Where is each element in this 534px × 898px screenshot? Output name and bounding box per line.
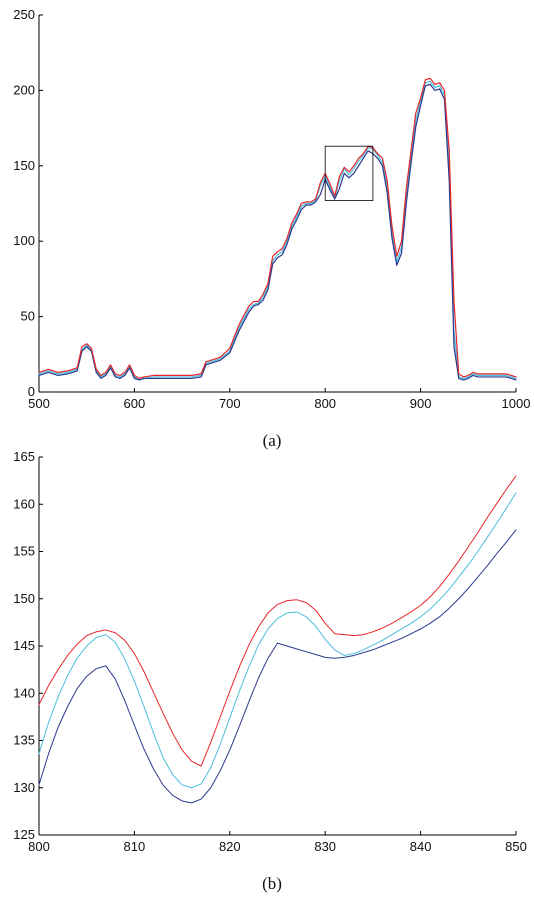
y-tick-label: 135 [13, 733, 35, 748]
series-line [38, 80, 517, 381]
x-tick-label: 820 [219, 839, 241, 854]
y-tick-label: 50 [21, 309, 35, 324]
x-tick-label: 800 [314, 396, 336, 411]
x-tick-label: 500 [28, 396, 50, 411]
x-tick-label: 850 [505, 839, 527, 854]
y-tick-label: 150 [13, 591, 35, 606]
x-tick-label: 840 [410, 839, 432, 854]
series-line [38, 529, 517, 804]
chart-panel-b: 800 810 820 830 840 850 125 130 135 140 145 150 155 1… [13, 449, 527, 854]
y-tick-label: 0 [28, 384, 35, 399]
y-tick-label: 155 [13, 544, 35, 559]
y-tick-label: 125 [13, 827, 35, 842]
x-tick-label: 810 [124, 839, 146, 854]
y-tick-label: 145 [13, 638, 35, 653]
y-tick-label: 200 [13, 82, 35, 97]
zoom-box [324, 145, 374, 201]
series-line [38, 475, 517, 767]
series-line [38, 77, 517, 380]
y-tick-label: 160 [13, 496, 35, 511]
series-line [38, 492, 517, 789]
y-tick-label: 130 [13, 780, 35, 795]
x-tick-label: 800 [28, 839, 50, 854]
y-tick-label: 250 [13, 7, 35, 22]
chart-panel-a: 500 600 700 800 900 1000 0 50 100 150 200 250 [13, 7, 530, 411]
caption-b: (b) [262, 874, 282, 893]
x-tick-label: 1000 [502, 396, 531, 411]
y-tick-label: 100 [13, 233, 35, 248]
x-tick-label: 900 [410, 396, 432, 411]
x-tick-label: 600 [124, 396, 146, 411]
y-tick-label: 150 [13, 158, 35, 173]
y-tick-label: 165 [13, 449, 35, 464]
caption-a: (a) [263, 431, 282, 450]
x-tick-label: 700 [219, 396, 241, 411]
y-tick-label: 140 [13, 685, 35, 700]
x-tick-label: 830 [314, 839, 336, 854]
series-line [38, 83, 517, 381]
